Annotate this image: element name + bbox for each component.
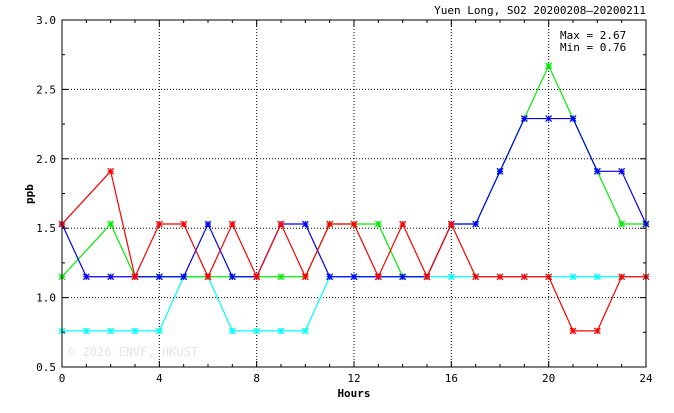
- data-point-green: [107, 220, 115, 228]
- data-point-cyan: [253, 327, 261, 335]
- data-point-red: [301, 273, 309, 281]
- grid: [62, 20, 646, 367]
- data-point-red: [253, 273, 261, 281]
- data-point-cyan: [131, 327, 139, 335]
- y-tick-label: 2.0: [36, 153, 56, 166]
- data-point-red: [374, 273, 382, 281]
- data-point-blue: [569, 115, 577, 122]
- data-point-red: [569, 327, 577, 335]
- x-tick-label: 20: [542, 372, 555, 385]
- ticks: 0 4 8 12 16 20 24 0.5 1.0 1.5 2.0 2.5 3.0: [36, 14, 653, 385]
- x-tick-label: 0: [59, 372, 66, 385]
- data-point-red: [131, 273, 139, 281]
- y-tick-label: 1.5: [36, 222, 56, 235]
- data-point-blue: [618, 167, 626, 175]
- data-point-red: [399, 220, 407, 228]
- data-point-cyan: [569, 273, 577, 281]
- y-tick-label: 1.0: [36, 292, 56, 305]
- data-point-red: [326, 220, 334, 228]
- data-point-red: [423, 273, 431, 281]
- data-point-blue: [107, 273, 115, 281]
- data-point-blue: [593, 167, 601, 175]
- data-point-red: [180, 220, 188, 228]
- min-annotation: Min = 0.76: [560, 41, 626, 54]
- data-point-red: [350, 220, 358, 228]
- x-tick-label: 8: [253, 372, 260, 385]
- data-point-cyan: [593, 273, 601, 281]
- data-point-cyan: [107, 327, 115, 335]
- data-point-red: [107, 167, 115, 175]
- data-point-cyan: [228, 327, 236, 335]
- y-axis-label: ppb: [23, 184, 36, 204]
- series-line-red: [61, 170, 646, 332]
- data-point-red: [155, 220, 163, 228]
- y-tick-label: 3.0: [36, 14, 56, 27]
- x-tick-label: 12: [347, 372, 360, 385]
- data-point-red: [496, 273, 504, 281]
- data-point-red: [204, 273, 212, 281]
- x-tick-label: 4: [156, 372, 163, 385]
- data-point-green: [618, 220, 626, 228]
- y-tick-label: 0.5: [36, 361, 56, 374]
- data-point-red: [472, 273, 480, 281]
- data-point-green: [545, 62, 553, 70]
- data-point-cyan: [82, 327, 90, 335]
- watermark: © 2026 ENVF, HKUST: [68, 345, 198, 359]
- data-point-green: [277, 273, 285, 281]
- x-tick-label: 16: [445, 372, 458, 385]
- data-point-red: [520, 273, 528, 281]
- data-point-blue: [155, 273, 163, 281]
- data-point-red: [545, 273, 553, 281]
- data-point-red: [618, 273, 626, 281]
- data-point-blue: [520, 115, 528, 122]
- data-point-green: [374, 220, 382, 228]
- series-group: [58, 62, 650, 335]
- data-point-blue: [399, 273, 407, 281]
- data-point-cyan: [447, 273, 455, 281]
- data-point-cyan: [155, 327, 163, 335]
- x-tick-label: 24: [639, 372, 653, 385]
- max-annotation: Max = 2.67: [560, 29, 626, 42]
- data-point-blue: [301, 220, 309, 228]
- data-point-red: [277, 220, 285, 228]
- data-point-red: [447, 220, 455, 228]
- data-point-red: [593, 327, 601, 335]
- data-point-blue: [204, 220, 212, 228]
- data-point-cyan: [301, 327, 309, 335]
- data-point-blue: [82, 273, 90, 281]
- y-tick-label: 2.5: [36, 83, 56, 96]
- data-point-blue: [496, 167, 504, 175]
- data-point-blue: [350, 273, 358, 281]
- data-point-cyan: [277, 327, 285, 335]
- data-point-blue: [472, 220, 480, 228]
- chart-title: Yuen Long, SO2 20200208–20200211: [434, 4, 646, 17]
- x-axis-label: Hours: [337, 387, 370, 400]
- data-point-blue: [545, 115, 553, 122]
- data-point-blue: [326, 273, 334, 281]
- data-point-blue: [228, 273, 236, 281]
- data-point-blue: [180, 273, 188, 281]
- data-point-red: [228, 220, 236, 228]
